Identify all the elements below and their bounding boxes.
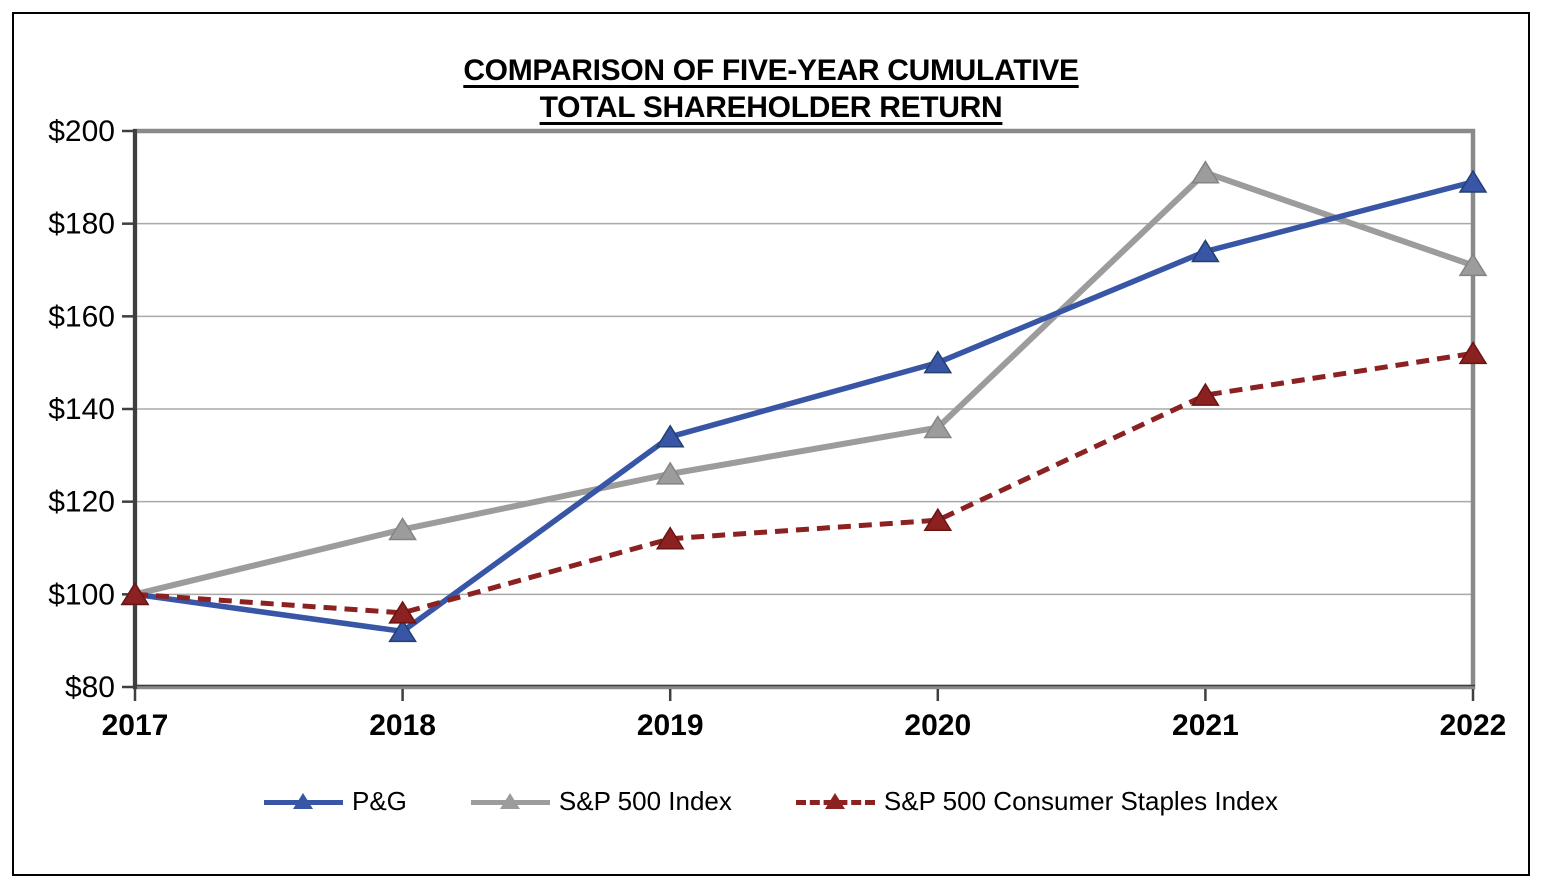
x-tick-label: 2017 [102,709,169,742]
sp500-line-swatch [470,787,550,817]
marker-1-2022 [1458,252,1488,277]
y-tick-label: $180 [48,208,115,241]
marker-2-2017 [120,581,150,606]
x-tick-label: 2021 [1172,709,1239,742]
marker-2-2022 [1458,340,1488,365]
series-line-0 [134,179,1474,635]
marker-0-2021 [1191,239,1220,263]
marker-1-2021 [1191,160,1220,184]
marker-0-2022 [1458,169,1488,193]
legend-item-sp500: S&P 500 Index [470,786,732,817]
y-tick-label: $200 [48,115,115,148]
legend-item-staples: S&P 500 Consumer Staples Index [795,786,1278,817]
legend-label-pg: P&G [351,786,407,816]
y-tick-label: $120 [48,486,115,519]
marker-0-2018 [388,618,417,643]
marker-0-2020 [923,350,953,374]
marker-2-2019 [655,526,685,550]
marker-2-2018 [388,600,417,624]
marker-1-2020 [923,415,953,439]
series-line-2 [134,350,1474,616]
page-border [12,12,1530,876]
series-line-1 [134,169,1474,598]
x-tick-label: 2018 [369,709,436,742]
legend-label-staples: S&P 500 Consumer Staples Index [883,786,1278,816]
marker-2-2020 [923,507,953,531]
y-tick-label: $160 [48,300,115,333]
y-tick-label: $140 [48,393,115,426]
legend-item-pg: P&G [263,786,407,817]
chart-title: COMPARISON OF FIVE-YEAR CUMULATIVE TOTAL… [0,52,1542,126]
x-tick-label: 2022 [1440,709,1507,742]
chart-legend: P&G S&P 500 Index S&P 500 Consumer Stapl… [0,786,1542,817]
marker-1-2018 [388,517,417,541]
marker-0-2019 [655,424,685,448]
y-tick-label: $100 [48,578,115,611]
shareholder-return-line-chart: $80 $100 $120 $140 $160 $180 $200 2017 2018 2019 2… [48,115,1507,742]
marker-1-2019 [655,461,685,485]
chart-title-line1: COMPARISON OF FIVE-YEAR CUMULATIVE [463,54,1079,87]
y-tick-label: $80 [65,671,115,704]
staples-line-swatch [795,787,875,817]
x-tick-label: 2019 [637,709,704,742]
marker-2-2021 [1191,382,1220,406]
legend-label-sp500: S&P 500 Index [558,786,732,816]
pg-line-swatch [263,787,343,817]
x-tick-label: 2020 [904,709,971,742]
chart-title-line2: TOTAL SHAREHOLDER RETURN [539,91,1003,124]
